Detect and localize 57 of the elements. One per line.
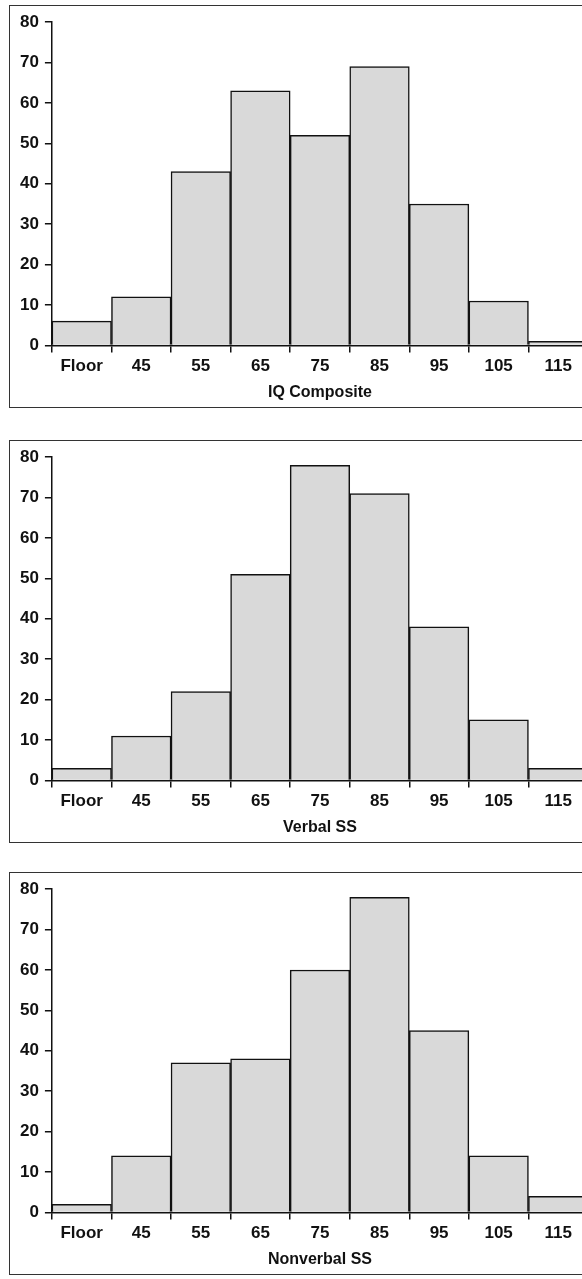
y-tick-label: 60 (19, 527, 39, 547)
y-tick-label: 30 (19, 213, 39, 233)
x-tick-label: 115 (544, 356, 572, 376)
x-axis-title: Nonverbal SS (267, 1249, 373, 1267)
y-tick-label: 0 (29, 770, 39, 790)
y-tick-label: 80 (19, 11, 39, 31)
x-tick-label: Floor (60, 356, 104, 376)
x-tick-label: 45 (131, 791, 151, 811)
y-tick-label: 50 (19, 568, 39, 588)
x-tick-label: 105 (484, 356, 513, 376)
y-tick-label: 70 (19, 919, 39, 939)
x-tick-label: 45 (131, 356, 151, 376)
x-tick-label: 105 (484, 1223, 513, 1243)
y-tick-label: 30 (19, 648, 39, 668)
x-axis-title: Verbal SS (283, 817, 358, 835)
y-tick-label: 10 (19, 729, 39, 749)
y-tick-label: 60 (19, 92, 39, 112)
x-tick-label: Floor (60, 791, 104, 811)
x-tick-label: 65 (250, 791, 270, 811)
y-tick-label: 50 (19, 1000, 39, 1020)
x-tick-label: 85 (370, 791, 389, 811)
y-tick-label: 70 (19, 487, 39, 507)
x-tick-label: Floor (60, 1223, 104, 1243)
x-tick-label: 95 (429, 356, 449, 376)
x-tick-label: 85 (370, 356, 389, 376)
y-tick-label: 40 (19, 1040, 39, 1060)
y-tick-label: 10 (19, 1161, 39, 1181)
y-tick-label: 40 (19, 608, 39, 628)
x-tick-label: 115 (544, 791, 572, 811)
x-tick-label: 45 (131, 1223, 151, 1243)
x-tick-label: 75 (310, 356, 330, 376)
y-tick-label: 80 (19, 878, 39, 898)
x-tick-label: 75 (310, 1223, 330, 1243)
y-tick-label: 70 (19, 52, 39, 72)
y-tick-label: 80 (19, 446, 39, 466)
x-tick-label: 95 (429, 1223, 449, 1243)
x-axis-title: IQ Composite (267, 382, 373, 400)
y-tick-label: 60 (19, 959, 39, 979)
y-tick-label: 20 (19, 1121, 39, 1141)
y-tick-label: 0 (29, 335, 39, 355)
x-tick-label: 55 (191, 791, 211, 811)
x-tick-label: 55 (191, 1223, 211, 1243)
x-tick-label: 65 (250, 356, 270, 376)
y-tick-label: 50 (19, 133, 39, 153)
x-tick-label: 105 (484, 791, 513, 811)
y-tick-label: 30 (19, 1080, 39, 1100)
x-tick-label: 115 (544, 1223, 572, 1243)
x-tick-label: 85 (370, 1223, 389, 1243)
y-tick-label: 20 (19, 689, 39, 709)
x-tick-label: 55 (191, 356, 211, 376)
x-tick-label: 95 (429, 791, 449, 811)
y-tick-label: 40 (19, 173, 39, 193)
x-tick-label: 75 (310, 791, 330, 811)
y-tick-label: 10 (19, 294, 39, 314)
y-tick-label: 0 (29, 1202, 39, 1222)
y-tick-label: 20 (19, 254, 39, 274)
x-tick-label: 65 (250, 1223, 270, 1243)
